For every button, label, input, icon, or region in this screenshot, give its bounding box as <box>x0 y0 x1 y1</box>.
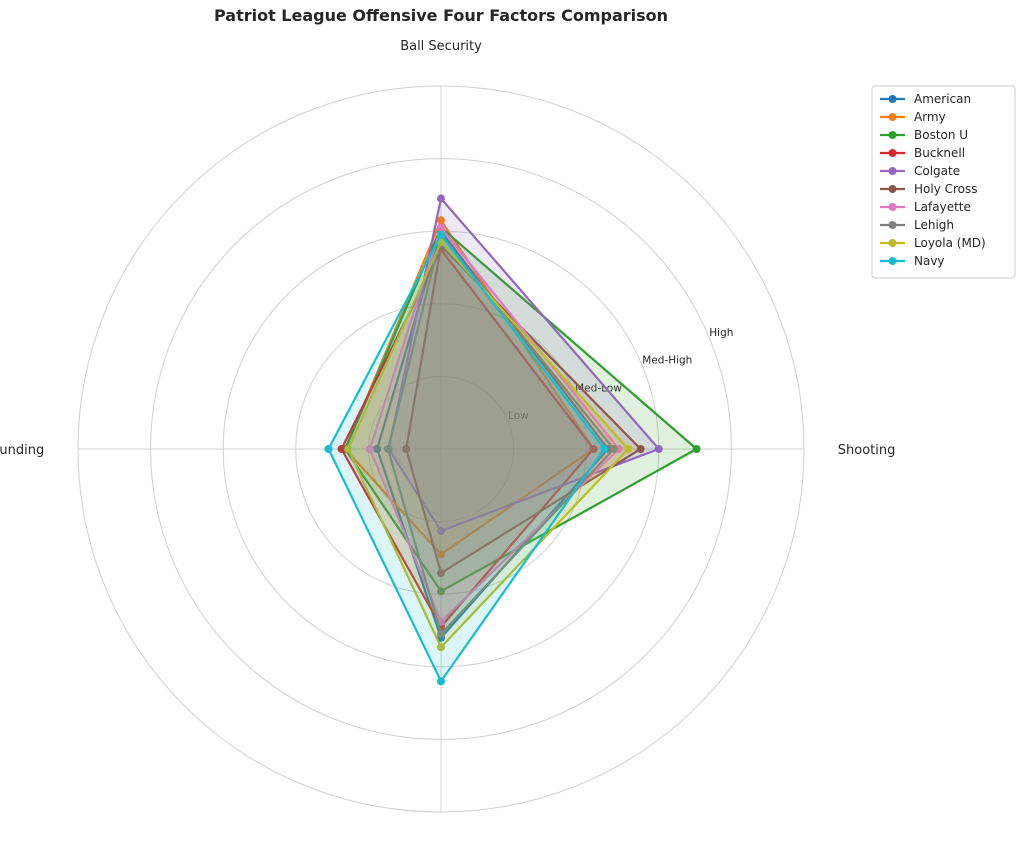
legend-marker <box>888 167 897 175</box>
data-point <box>384 445 393 453</box>
legend-marker <box>888 257 897 265</box>
data-point <box>437 223 445 232</box>
chart-title: Patriot League Offensive Four Factors Co… <box>214 6 668 25</box>
legend-label: Army <box>914 110 946 124</box>
tick-label: Med-Low <box>575 382 622 394</box>
data-point <box>692 445 701 453</box>
data-point <box>365 445 374 453</box>
data-point <box>437 527 445 536</box>
legend-marker <box>888 203 897 211</box>
legend-marker <box>888 185 897 193</box>
series-navy <box>324 230 609 686</box>
legend-label: Colgate <box>914 164 960 178</box>
legend-label: Bucknell <box>914 146 965 160</box>
data-point <box>609 445 618 453</box>
series-area <box>369 227 619 622</box>
data-point <box>437 630 445 639</box>
series-area <box>348 242 629 648</box>
series-layer <box>324 194 701 686</box>
data-point <box>654 445 663 453</box>
data-point <box>636 445 645 453</box>
data-point <box>600 445 609 453</box>
data-point <box>373 445 382 453</box>
data-point <box>437 677 445 686</box>
data-point <box>624 445 633 453</box>
legend-label: Loyola (MD) <box>914 236 986 250</box>
legend-marker <box>888 95 897 103</box>
legend-label: American <box>914 92 971 106</box>
data-point <box>437 230 445 239</box>
legend-marker <box>888 149 897 157</box>
tick-label: Low <box>508 410 529 422</box>
data-point <box>589 445 598 453</box>
legend-label: Boston U <box>914 128 968 142</box>
series-area <box>345 227 697 592</box>
tick-label: High <box>709 327 733 339</box>
series-area <box>328 234 605 682</box>
legend-label: Navy <box>914 254 945 268</box>
legend-marker <box>888 239 897 247</box>
legend-label: Holy Cross <box>914 182 978 196</box>
series-area <box>388 234 614 635</box>
legend-label: Lafayette <box>914 200 971 214</box>
axis-label: Shooting <box>838 443 896 458</box>
series-loyola-md <box>344 238 633 652</box>
legend: American Army Boston U Bucknell Colgate Holy … <box>871 85 1016 279</box>
data-point <box>437 587 445 596</box>
data-point <box>337 445 346 453</box>
axis-label: Ball Security <box>400 39 482 54</box>
series-area <box>377 231 608 638</box>
data-point <box>437 643 445 652</box>
data-point <box>437 569 445 578</box>
series-area <box>388 198 659 531</box>
data-point <box>437 216 445 225</box>
tick-label: Med-High <box>642 355 692 367</box>
legend-box <box>871 85 1016 279</box>
data-point <box>344 445 353 453</box>
legend-marker <box>888 113 897 121</box>
legend-marker <box>888 221 897 229</box>
data-point <box>402 445 411 453</box>
legend-marker <box>888 131 897 139</box>
legend-label: Lehigh <box>914 218 954 232</box>
data-point <box>437 550 445 559</box>
data-point <box>324 445 333 453</box>
data-point <box>437 194 445 203</box>
series-area <box>406 245 641 574</box>
radial-tick-labels: Low Med-Low Med-High High <box>508 327 733 422</box>
axis-label: Off Rebounding <box>0 443 44 458</box>
